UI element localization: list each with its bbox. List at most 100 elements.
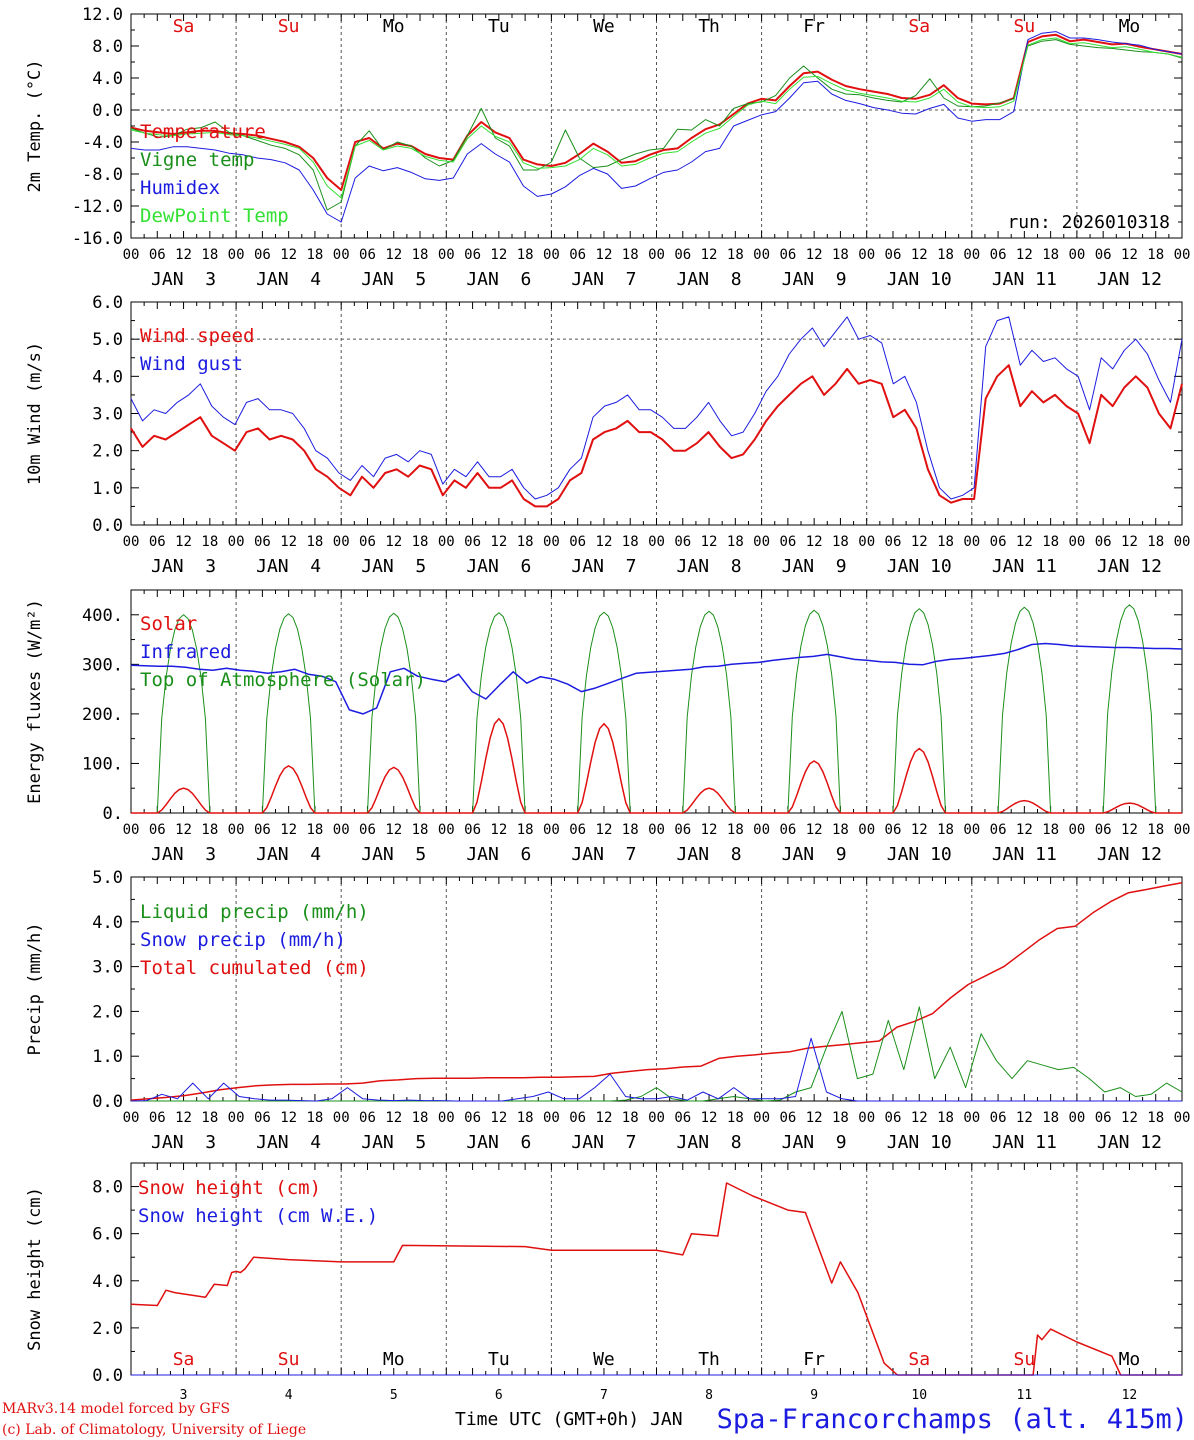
hour-tick-label: 06 bbox=[1095, 247, 1112, 263]
y-tick-label: -16.0 bbox=[72, 229, 123, 249]
hour-tick-label: 12 bbox=[911, 534, 928, 550]
hour-tick-label: 06 bbox=[885, 247, 902, 263]
hour-tick-label: 18 bbox=[306, 534, 323, 550]
legend-entry: Infrared bbox=[140, 641, 232, 663]
y-tick-label: -4.0 bbox=[82, 133, 123, 153]
day-number-label: 11 bbox=[1017, 1388, 1033, 1403]
hour-tick-label: 00 bbox=[963, 534, 980, 550]
hour-tick-label: 18 bbox=[622, 247, 639, 263]
weekday-label: Su bbox=[1014, 1349, 1036, 1370]
hour-tick-label: 12 bbox=[596, 1110, 613, 1126]
legend-entry: Snow height (cm) bbox=[138, 1177, 321, 1199]
date-label: JAN 3 bbox=[151, 269, 216, 290]
hour-tick-label: 00 bbox=[333, 822, 350, 838]
hour-tick-label: 12 bbox=[806, 1110, 823, 1126]
hour-tick-label: 18 bbox=[306, 1110, 323, 1126]
hour-tick-label: 12 bbox=[175, 822, 192, 838]
weekday-label: Th bbox=[698, 16, 720, 37]
weekday-label: Mo bbox=[1119, 1349, 1141, 1370]
weekday-label: Su bbox=[1014, 16, 1036, 37]
x-axis-label: Time UTC (GMT+0h) JAN bbox=[455, 1409, 683, 1430]
weekday-label: Su bbox=[278, 16, 300, 37]
hour-tick-label: 18 bbox=[937, 247, 954, 263]
hour-tick-label: 06 bbox=[149, 1110, 166, 1126]
day-number-label: 6 bbox=[495, 1388, 503, 1403]
hour-tick-label: 00 bbox=[123, 822, 140, 838]
hour-tick-label: 00 bbox=[648, 1110, 665, 1126]
hour-tick-label: 12 bbox=[701, 534, 718, 550]
date-label: JAN 10 bbox=[887, 1132, 952, 1153]
hour-tick-label: 18 bbox=[412, 822, 429, 838]
hour-tick-label: 18 bbox=[937, 1110, 954, 1126]
y-tick-label: 6.0 bbox=[92, 1225, 123, 1245]
y-tick-label: 2.0 bbox=[92, 442, 123, 462]
day-number-label: 3 bbox=[180, 1388, 188, 1403]
date-label: JAN 9 bbox=[782, 844, 847, 865]
hour-tick-label: 06 bbox=[464, 247, 481, 263]
legend-entry: Top of Atmosphere (Solar) bbox=[140, 669, 426, 691]
chart-panels: 12.0 8.0 4.0 0.0 -4.0 -8.0 -12.0 -16.0 2m Temp. … bbox=[25, 5, 1190, 1403]
panel-frame bbox=[130, 589, 1183, 814]
date-label: JAN 8 bbox=[677, 269, 742, 290]
date-label: JAN 3 bbox=[151, 1132, 216, 1153]
date-label: JAN 3 bbox=[151, 844, 216, 865]
hour-tick-label: 12 bbox=[385, 247, 402, 263]
hour-tick-label: 00 bbox=[123, 534, 140, 550]
panel-precip: 5.0 4.0 3.0 2.0 1.0 0.0 Precip (mm/h) 00 06 12 18 J… bbox=[25, 868, 1190, 1153]
hour-tick-label: 18 bbox=[306, 822, 323, 838]
hour-tick-label: 18 bbox=[832, 534, 849, 550]
y-tick-label: 5.0 bbox=[92, 868, 123, 888]
hour-tick-label: 18 bbox=[517, 822, 534, 838]
date-label: JAN 5 bbox=[361, 844, 426, 865]
hour-tick-label: 12 bbox=[911, 1110, 928, 1126]
panel-snow: 8.0 6.0 4.0 2.0 0.0 Snow height (cm) 3 4 5 6 7 8 9 10… bbox=[25, 1162, 1183, 1403]
y-tick-label: 0. bbox=[103, 804, 123, 824]
series-solar bbox=[131, 717, 1182, 814]
date-label: JAN 9 bbox=[782, 556, 847, 577]
hour-tick-label: 06 bbox=[674, 247, 691, 263]
hour-tick-label: 00 bbox=[858, 822, 875, 838]
weekday-label: Tu bbox=[488, 16, 510, 37]
weekday-label: Sa bbox=[908, 16, 930, 37]
hour-tick-label: 00 bbox=[228, 247, 245, 263]
hour-tick-label: 00 bbox=[753, 1110, 770, 1126]
hour-tick-label: 00 bbox=[648, 534, 665, 550]
y-tick-label: 2.0 bbox=[92, 1002, 123, 1022]
series-infrared bbox=[130, 642, 1183, 715]
y-tick-label: 300. bbox=[82, 655, 123, 675]
day-number-label: 12 bbox=[1122, 1388, 1138, 1403]
hour-tick-label: 12 bbox=[911, 247, 928, 263]
hour-tick-label: 00 bbox=[963, 1110, 980, 1126]
hour-tick-label: 06 bbox=[1095, 1110, 1112, 1126]
hour-tick-label: 18 bbox=[1147, 822, 1164, 838]
hour-tick-label: 00 bbox=[648, 247, 665, 263]
hour-tick-label: 06 bbox=[359, 1110, 376, 1126]
hour-tick-label: 06 bbox=[674, 822, 691, 838]
hour-tick-label: 06 bbox=[990, 534, 1007, 550]
hour-tick-label: 06 bbox=[149, 534, 166, 550]
date-label: JAN 4 bbox=[256, 269, 321, 290]
hour-tick-label: 18 bbox=[306, 247, 323, 263]
legend-entry: Vigne temp bbox=[140, 149, 254, 171]
hour-tick-label: 00 bbox=[228, 822, 245, 838]
hour-tick-label: 00 bbox=[228, 1110, 245, 1126]
y-tick-label: 1.0 bbox=[92, 479, 123, 499]
hour-tick-label: 12 bbox=[701, 822, 718, 838]
hour-tick-label: 12 bbox=[596, 534, 613, 550]
hour-tick-label: 12 bbox=[385, 822, 402, 838]
hour-tick-label: 06 bbox=[254, 247, 271, 263]
hour-tick-label: 00 bbox=[1174, 1110, 1191, 1126]
hour-tick-label: 12 bbox=[1016, 1110, 1033, 1126]
hour-tick-label: 18 bbox=[517, 247, 534, 263]
legend-entry: Solar bbox=[140, 613, 197, 635]
hour-tick-label: 12 bbox=[280, 822, 297, 838]
hour-tick-label: 18 bbox=[1042, 1110, 1059, 1126]
hour-tick-label: 00 bbox=[438, 822, 455, 838]
weekday-label: We bbox=[593, 16, 615, 37]
y-tick-label: 2.0 bbox=[92, 1319, 123, 1339]
date-label: JAN 12 bbox=[1097, 556, 1162, 577]
hour-tick-label: 12 bbox=[701, 247, 718, 263]
date-label: JAN 7 bbox=[571, 844, 636, 865]
series-wind-gust bbox=[130, 316, 1183, 500]
hour-tick-label: 12 bbox=[806, 247, 823, 263]
